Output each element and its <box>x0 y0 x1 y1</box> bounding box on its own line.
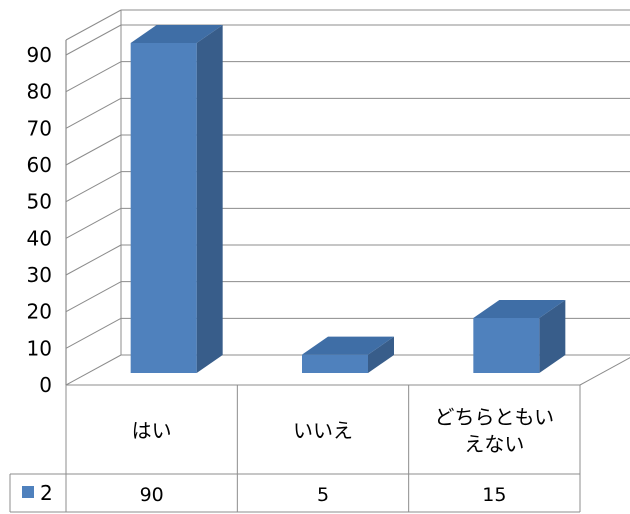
bars <box>130 25 566 373</box>
y-tick-label: 80 <box>27 80 52 104</box>
y-tick-label: 50 <box>27 190 52 214</box>
data-value-label: 90 <box>140 484 164 506</box>
bar <box>302 336 394 373</box>
wall-top-edge <box>65 9 122 41</box>
gridline-side <box>65 171 122 203</box>
legend-swatch <box>22 486 34 498</box>
y-tick-label: 10 <box>27 336 52 360</box>
data-value-label: 5 <box>317 484 329 506</box>
data-value-label: 15 <box>482 484 506 506</box>
y-tick-label: 0 <box>39 373 52 397</box>
category-label: どちらともい <box>435 405 555 429</box>
y-tick-label: 90 <box>27 43 52 67</box>
y-tick-label: 20 <box>27 300 52 324</box>
gridline-side <box>65 317 122 349</box>
bar-side-face <box>539 300 566 373</box>
gridline-side <box>65 354 122 386</box>
gridline-side <box>65 134 122 166</box>
gridline-side <box>65 244 122 276</box>
bar-top-face <box>130 25 223 43</box>
bar-side-face <box>196 25 223 373</box>
gridline-side <box>65 207 122 239</box>
y-tick-label: 40 <box>27 226 52 250</box>
gridline-side <box>65 97 122 129</box>
gridline-side <box>65 61 122 93</box>
category-label: えない <box>464 432 524 456</box>
bar-side-face <box>368 336 394 373</box>
bar-front-face <box>130 43 197 373</box>
category-label: はい <box>132 419 172 443</box>
bar-front-face <box>302 354 368 373</box>
y-tick-label: 70 <box>27 116 52 140</box>
bar-front-face <box>473 318 540 373</box>
bar <box>130 25 223 373</box>
floor-right-edge <box>579 357 630 386</box>
y-tick-label: 30 <box>27 263 52 287</box>
chart-walls <box>65 9 630 386</box>
legend-label: 2 <box>40 481 53 505</box>
y-tick-label: 60 <box>27 153 52 177</box>
bar <box>473 300 566 373</box>
bar-top-face <box>473 300 566 318</box>
gridline-side <box>65 24 122 56</box>
category-label: いいえ <box>293 419 353 443</box>
gridline-side <box>65 281 122 313</box>
y-axis: 0 10 20 30 40 50 60 70 80 90 <box>27 43 52 397</box>
bar-top-face <box>302 336 394 355</box>
